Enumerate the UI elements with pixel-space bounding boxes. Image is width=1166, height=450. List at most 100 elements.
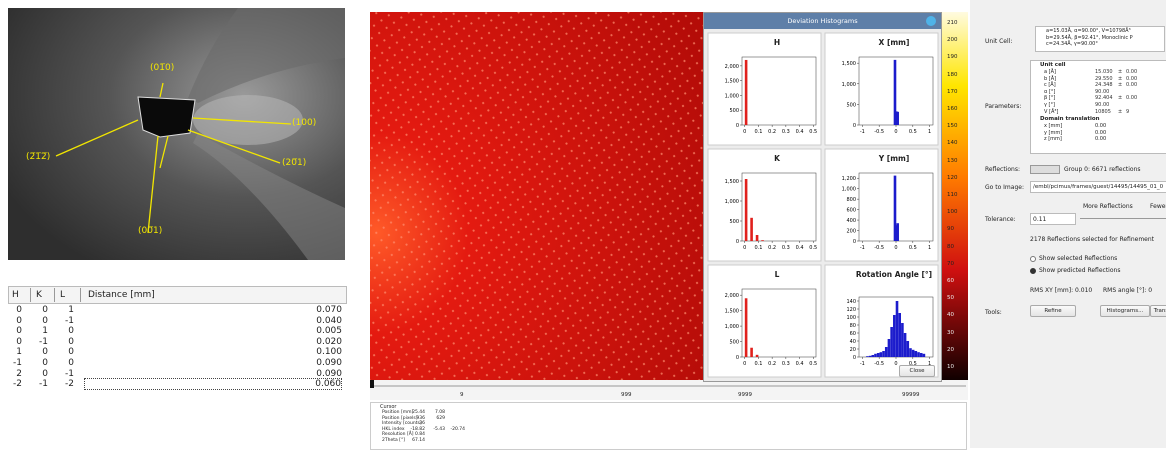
cell: 0	[16, 337, 22, 347]
cell: -1	[39, 379, 48, 389]
colorbar-label: 20	[947, 347, 954, 353]
group: Domain translation	[1040, 116, 1100, 122]
y-tick-label: 1,000	[842, 187, 856, 193]
bar	[745, 298, 748, 357]
cell: 0	[68, 347, 74, 357]
bar	[750, 348, 753, 357]
colorbar-label: 150	[947, 123, 958, 129]
cell: -1	[39, 337, 48, 347]
cursor-value: 67.14	[412, 438, 425, 443]
x-tick-label: 0	[743, 129, 746, 135]
y-tick-label: 400	[846, 218, 856, 224]
cell: 0	[16, 305, 22, 315]
close-button[interactable]: Close	[899, 365, 935, 377]
histograms: 05001,0001,5002,00000.10.20.30.40.505001…	[704, 13, 941, 381]
bar	[890, 327, 893, 357]
cursor-value: 25.44	[412, 410, 425, 415]
y-tick-label: 0	[736, 123, 739, 129]
cursor-value: Resolution [Å]	[382, 432, 414, 437]
param-cell: x [mm]	[1044, 123, 1062, 129]
radio-label: Show predicted Reflections	[1039, 267, 1120, 274]
cell: 1	[42, 326, 48, 336]
column-separator	[30, 288, 31, 302]
y-tick-label: 200	[846, 229, 856, 235]
label: Tolerance:	[985, 216, 1016, 223]
y-tick-label: 80	[850, 323, 856, 329]
cursor-value: Position [pixels]	[382, 416, 417, 421]
param-cell: 90.00	[1095, 102, 1109, 108]
cell: 1	[68, 305, 74, 315]
face-label: (01̅0)	[150, 63, 174, 73]
table-header	[8, 286, 347, 304]
cell: 0	[16, 316, 22, 326]
slider-label: 99999	[902, 392, 920, 398]
face-label: (00̅1)	[138, 226, 162, 236]
colorbar-label: 50	[947, 295, 954, 301]
colorbar-label: 60	[947, 278, 954, 284]
x-tick-label: -0.5	[874, 361, 884, 367]
slider-label: 9999	[738, 392, 752, 398]
button[interactable]: Refine	[1030, 305, 1076, 317]
x-tick-label: 0.2	[768, 129, 776, 135]
cursor-value: -18.82	[410, 427, 425, 432]
button[interactable]: Trans	[1150, 305, 1166, 317]
x-tick-label: 1	[928, 129, 931, 135]
cell: 0	[42, 369, 48, 379]
bar	[880, 352, 883, 357]
param-cell: V [Å³]	[1044, 109, 1058, 115]
summary-line: c=24.34Å, γ=90.00°	[1046, 41, 1098, 47]
bar	[874, 354, 877, 357]
x-tick-label: -1	[860, 245, 865, 251]
cell: -1	[65, 369, 74, 379]
bar	[915, 351, 918, 357]
slider-label: 9	[460, 392, 464, 398]
x-tick-label: -0.5	[874, 129, 884, 135]
param-cell: 10805	[1095, 109, 1111, 115]
cursor-value: 7.08	[435, 410, 445, 415]
cell: 0.090	[316, 369, 342, 379]
bar	[901, 323, 904, 357]
radio-label: Show selected Reflections	[1039, 255, 1117, 262]
chart-title: L	[738, 271, 816, 279]
cursor-value: -5.43	[433, 427, 445, 432]
tolerance-slider[interactable]	[1080, 218, 1166, 219]
y-tick-label: 0	[736, 239, 739, 245]
param-cell: 9	[1126, 109, 1129, 115]
cell: -1	[13, 358, 22, 368]
y-tick-label: 100	[846, 315, 856, 321]
button[interactable]: Histograms...	[1100, 305, 1150, 317]
y-tick-label: 800	[846, 197, 856, 203]
value: 0.11	[1033, 216, 1046, 223]
chart-title: Rotation Angle [°]	[855, 271, 933, 279]
x-tick-label: 0.1	[754, 361, 762, 367]
colorbar-label: 40	[947, 312, 954, 318]
summary-line: a=15.03Å, α=90.00°, V=10798Å³	[1046, 28, 1131, 34]
x-tick-label: 0.4	[796, 245, 804, 251]
cell: 0	[42, 305, 48, 315]
bar	[761, 240, 764, 241]
cell: -2	[65, 379, 74, 389]
y-tick-label: 500	[729, 219, 739, 225]
y-tick-label: 20	[850, 347, 856, 353]
param-cell: 0.00	[1126, 76, 1137, 82]
chart-panel	[708, 33, 821, 145]
radio[interactable]	[1030, 268, 1036, 274]
label: Parameters:	[985, 103, 1021, 110]
x-tick-label: 0.1	[754, 245, 762, 251]
chart-panel	[708, 149, 821, 261]
param-cell: 0.00	[1095, 130, 1106, 136]
column-header: Distance [mm]	[88, 290, 155, 300]
colorbar-label: 160	[947, 106, 958, 112]
y-tick-label: 140	[846, 299, 856, 305]
colorbar-label: 120	[947, 175, 958, 181]
bar	[877, 353, 880, 357]
summary-line: b=29.54Å, β=92.41°, Monoclinic P	[1046, 35, 1133, 41]
radio[interactable]	[1030, 256, 1036, 262]
y-tick-label: 0	[853, 239, 856, 245]
cell: 0	[68, 337, 74, 347]
param-cell: 0.00	[1126, 69, 1137, 75]
colorbar-label: 210	[947, 20, 958, 26]
x-tick-label: 0.3	[782, 129, 790, 135]
colorbar-label: 10	[947, 364, 954, 370]
